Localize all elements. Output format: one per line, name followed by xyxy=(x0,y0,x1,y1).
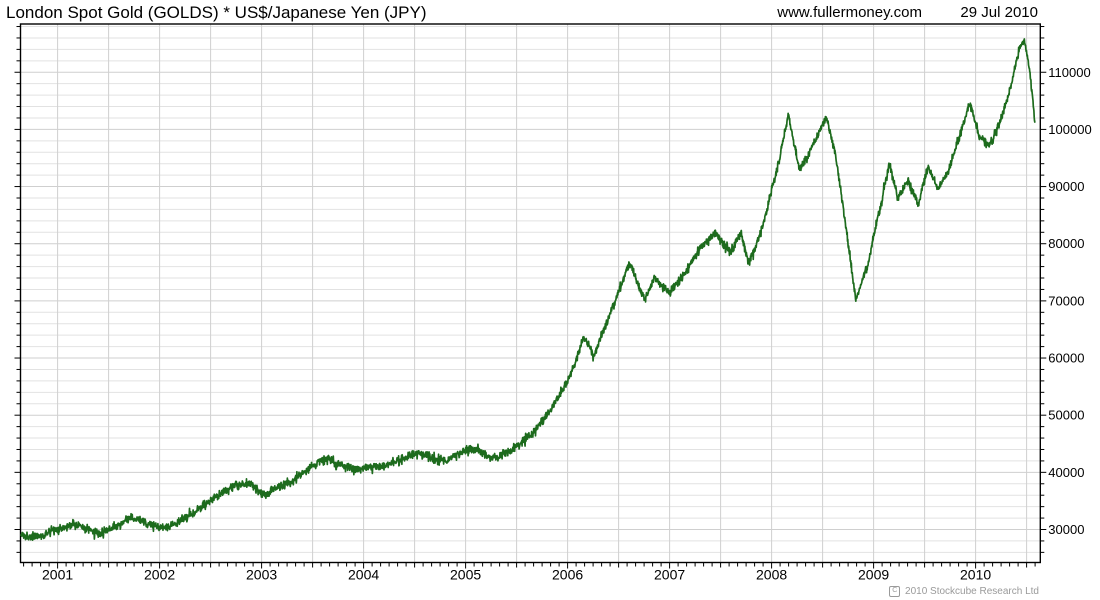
svg-text:2004: 2004 xyxy=(348,567,379,583)
svg-text:100000: 100000 xyxy=(1048,122,1091,137)
svg-text:2003: 2003 xyxy=(246,567,277,583)
svg-text:80000: 80000 xyxy=(1048,236,1084,251)
svg-text:30000: 30000 xyxy=(1048,522,1084,537)
svg-text:2010: 2010 xyxy=(960,567,991,583)
svg-text:2005: 2005 xyxy=(450,567,481,583)
svg-text:2006: 2006 xyxy=(552,567,583,583)
svg-text:2001: 2001 xyxy=(42,567,73,583)
svg-text:110000: 110000 xyxy=(1048,65,1090,80)
svg-text:60000: 60000 xyxy=(1048,351,1084,366)
svg-text:2002: 2002 xyxy=(144,567,175,583)
svg-text:2008: 2008 xyxy=(756,567,787,583)
svg-text:40000: 40000 xyxy=(1048,465,1084,480)
svg-text:2007: 2007 xyxy=(654,567,685,583)
svg-text:2009: 2009 xyxy=(858,567,889,583)
svg-text:90000: 90000 xyxy=(1048,179,1084,194)
svg-text:50000: 50000 xyxy=(1048,408,1084,423)
svg-text:70000: 70000 xyxy=(1048,293,1084,308)
